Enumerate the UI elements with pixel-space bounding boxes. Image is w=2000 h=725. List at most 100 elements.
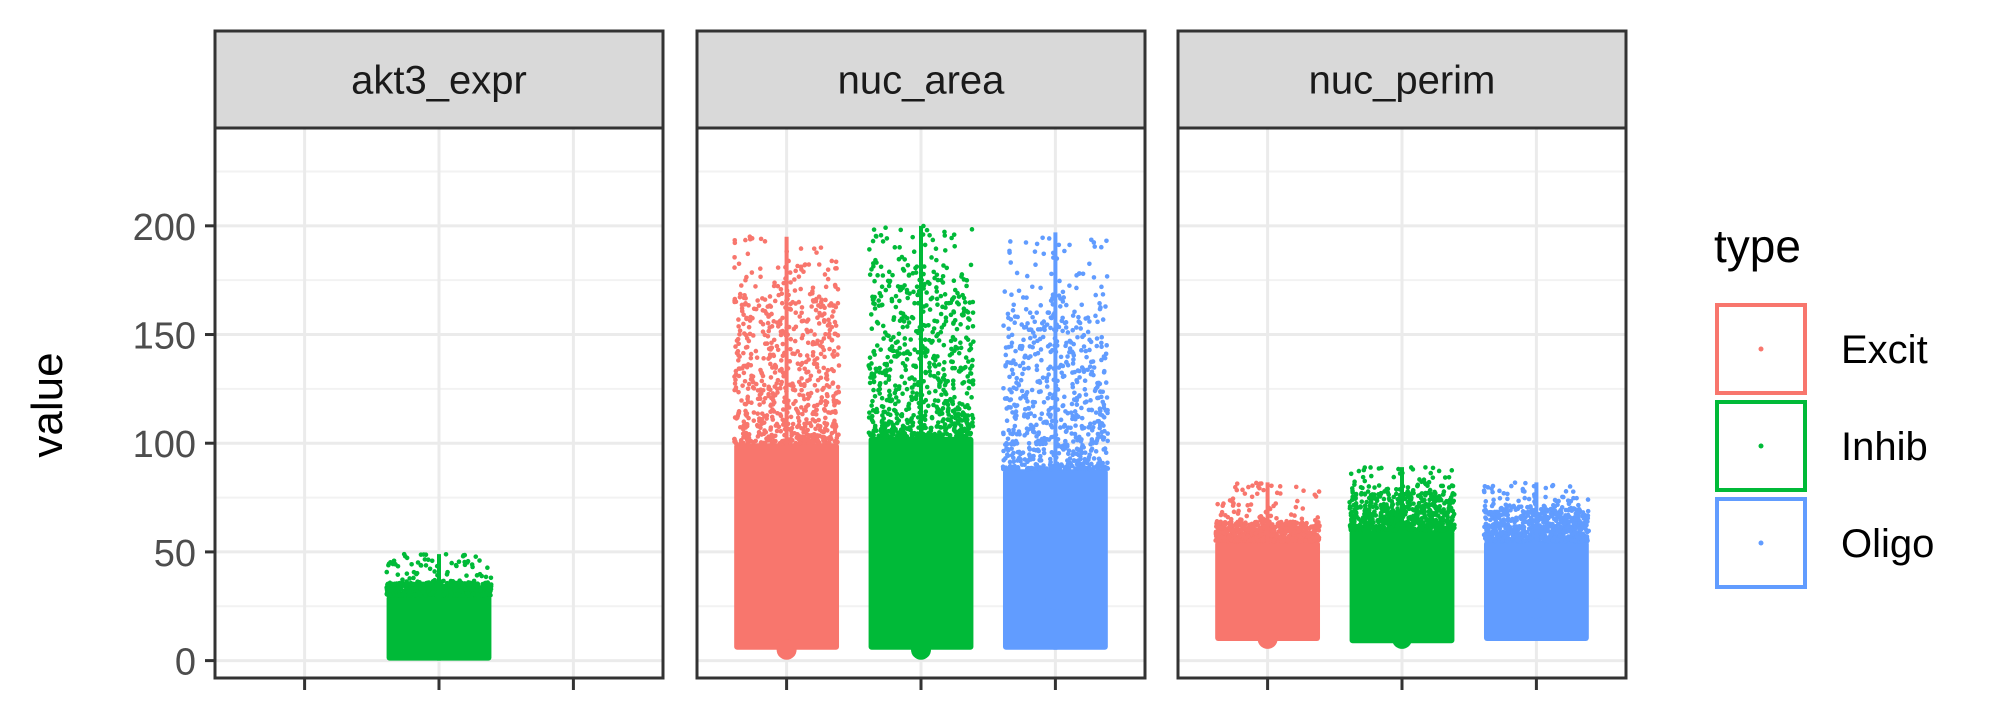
data-point [889, 434, 894, 439]
data-point [765, 438, 770, 443]
data-point [1562, 529, 1567, 534]
data-point [1049, 272, 1054, 277]
data-point [822, 305, 827, 310]
data-point [471, 592, 476, 597]
data-point [943, 383, 948, 388]
data-point [734, 369, 739, 374]
data-point [1422, 514, 1427, 519]
data-point [910, 235, 915, 240]
data-point [1024, 307, 1029, 312]
data-point [1062, 423, 1067, 428]
data-point [1006, 326, 1011, 331]
data-point [1031, 330, 1036, 335]
data-point [885, 355, 890, 360]
data-point [935, 297, 940, 302]
data-point [833, 284, 838, 289]
data-point [1293, 539, 1298, 544]
data-point [1380, 519, 1385, 524]
data-point [934, 289, 939, 294]
data-point [762, 383, 767, 388]
data-point [1484, 516, 1489, 521]
data-point [732, 374, 737, 379]
data-point [880, 404, 885, 409]
data-point [1039, 458, 1044, 463]
data-point [813, 383, 818, 388]
data-point [742, 331, 747, 336]
data-point [1039, 358, 1044, 363]
data-point [834, 399, 839, 404]
data-point [1075, 402, 1080, 407]
data-point [1390, 503, 1395, 508]
data-point [893, 383, 898, 388]
data-point [934, 246, 939, 251]
data-point [1084, 399, 1089, 404]
data-point [895, 353, 900, 358]
data-point [1091, 359, 1096, 364]
data-point [1041, 375, 1046, 380]
data-point [1040, 411, 1045, 416]
data-point [892, 245, 897, 250]
data-point [1039, 347, 1044, 352]
data-point [1066, 363, 1071, 368]
data-point [1028, 310, 1033, 315]
data-point [895, 412, 900, 417]
data-point [449, 579, 454, 584]
data-point [1088, 398, 1093, 403]
data-point [1066, 330, 1071, 335]
data-point [1038, 454, 1043, 459]
data-point [1064, 429, 1069, 434]
data-point [1018, 396, 1023, 401]
data-point [1294, 485, 1299, 490]
data-point [812, 361, 817, 366]
data-point [888, 413, 893, 418]
data-point [931, 238, 936, 243]
data-point [751, 380, 756, 385]
data-point [1030, 284, 1035, 289]
data-point [1546, 539, 1551, 544]
data-point [1316, 522, 1321, 527]
data-point [1061, 299, 1066, 304]
data-point [951, 320, 956, 325]
data-point [971, 310, 976, 315]
data-point [932, 326, 937, 331]
data-point [1010, 432, 1015, 437]
data-point [872, 295, 877, 300]
data-point [874, 366, 879, 371]
data-point [832, 403, 837, 408]
data-point [1005, 396, 1010, 401]
data-point [772, 400, 777, 405]
data-point [964, 355, 969, 360]
data-point [778, 412, 783, 417]
data-point [908, 337, 913, 342]
data-point [1105, 274, 1110, 279]
data-point [1011, 456, 1016, 461]
data-point [899, 434, 904, 439]
data-point [770, 365, 775, 370]
data-point [822, 311, 827, 316]
data-point [931, 356, 936, 361]
data-point [479, 574, 484, 579]
data-point [1015, 403, 1020, 408]
data-point [1384, 502, 1389, 507]
data-point [756, 434, 761, 439]
data-point [1021, 361, 1026, 366]
data-point [955, 300, 960, 305]
median-point [1045, 590, 1065, 610]
data-point [777, 424, 782, 429]
data-point [418, 593, 423, 598]
data-point [819, 245, 824, 250]
data-point [1423, 491, 1428, 496]
data-point [1352, 518, 1357, 523]
data-point [1086, 330, 1091, 335]
data-point [1100, 461, 1105, 466]
data-point [809, 373, 814, 378]
data-point [1044, 420, 1049, 425]
data-point [738, 292, 743, 297]
data-point [1057, 279, 1062, 284]
data-point [1077, 271, 1082, 276]
data-point [1431, 497, 1436, 502]
data-point [750, 236, 755, 241]
data-point [478, 588, 483, 593]
data-point [871, 239, 876, 244]
data-point [1586, 509, 1591, 514]
